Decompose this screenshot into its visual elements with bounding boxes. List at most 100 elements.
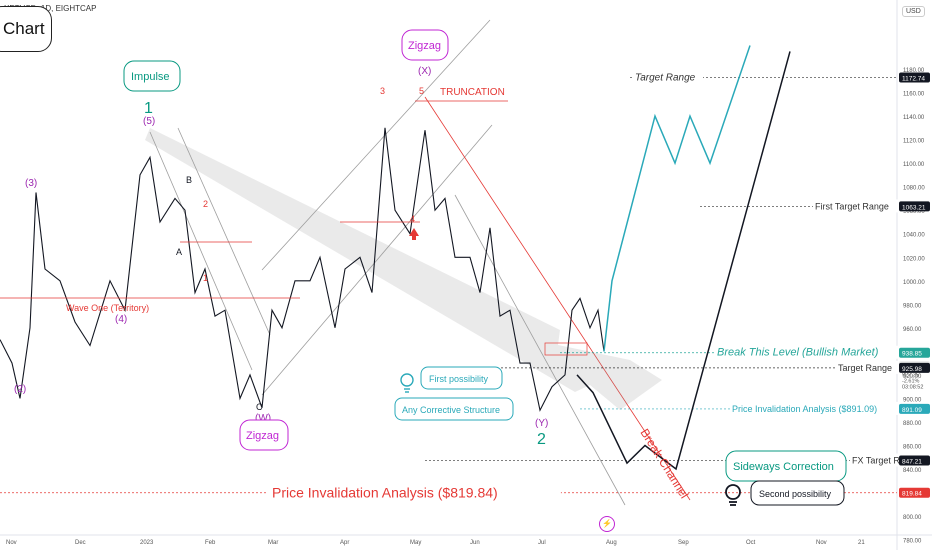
y-tick-label: 1160.00 bbox=[903, 92, 925, 98]
y-tick-label: 780.00 bbox=[903, 539, 922, 545]
level-label: Price Invalidation Analysis ($819.84) bbox=[272, 485, 498, 501]
up-channel-upper bbox=[261, 19, 491, 271]
price-tag bbox=[899, 72, 930, 83]
x-tick-label: Apr bbox=[340, 540, 349, 546]
price-tag bbox=[899, 403, 930, 414]
y-tick-label: 900.00 bbox=[903, 397, 922, 403]
wave-label: 1 bbox=[203, 273, 208, 283]
box-second-possibility-text: Second possibility bbox=[759, 489, 832, 499]
currency-label[interactable]: USD bbox=[902, 6, 925, 17]
box-zigzag-1-text: Zigzag bbox=[408, 40, 441, 52]
wave-label: (X) bbox=[418, 66, 431, 77]
level-label: FX Target Range bbox=[852, 456, 920, 466]
wave-label: B bbox=[186, 175, 192, 185]
x-tick-label: Jun bbox=[470, 540, 480, 546]
level-label-bg bbox=[633, 70, 703, 84]
box-impulse-text: Impulse bbox=[131, 71, 170, 83]
x-tick-label: 21 bbox=[858, 540, 865, 546]
wave-label: (4) bbox=[115, 314, 127, 325]
y-tick-label: 960.00 bbox=[903, 327, 922, 333]
red-up-arrow-icon bbox=[409, 228, 419, 240]
level-label-bg bbox=[268, 483, 561, 502]
annotation-boxes: Impulse Zigzag Zigzag First possibility … bbox=[123, 29, 847, 506]
up-channel-lower bbox=[261, 124, 493, 396]
y-tick-label: 840.00 bbox=[903, 468, 922, 474]
x-tick-label: Mar bbox=[268, 540, 278, 546]
y-tick-label: 1040.00 bbox=[903, 233, 925, 239]
y-tick-label: 920.00 bbox=[903, 374, 922, 380]
level-label-bg bbox=[715, 345, 919, 359]
box-impulse bbox=[123, 60, 181, 92]
y-tick-label: 1080.00 bbox=[903, 186, 925, 192]
wave-label: 4 bbox=[410, 214, 415, 224]
lightning-icon[interactable]: ⚡ bbox=[599, 516, 615, 532]
projection-path bbox=[576, 51, 791, 471]
price-tag-text: 925.98 bbox=[902, 366, 922, 373]
wave-label: C bbox=[256, 402, 263, 412]
wave-label: A bbox=[176, 247, 182, 257]
x-tick-label: Aug bbox=[606, 540, 617, 546]
last-price-info: 927.35 bbox=[902, 372, 919, 378]
box-sideways-text: Sideways Correction bbox=[733, 461, 834, 473]
y-tick-label: 860.00 bbox=[903, 444, 922, 450]
level-label-bg bbox=[813, 199, 907, 213]
y-tick-label: 1120.00 bbox=[903, 139, 925, 145]
y-tick-label: 1020.00 bbox=[903, 256, 925, 262]
price-tag-text: 891.09 bbox=[902, 407, 922, 414]
wave-label: 5 bbox=[419, 86, 424, 96]
x-tick-label: Nov bbox=[6, 540, 17, 546]
trend-channels bbox=[149, 19, 691, 506]
x-tick-label: Feb bbox=[205, 540, 216, 546]
box-zigzag-2 bbox=[239, 419, 289, 451]
break-channel-label: Break Channel bbox=[637, 426, 691, 501]
wave-label: (3) bbox=[25, 178, 37, 189]
price-tag bbox=[899, 201, 930, 212]
wave-label: (5) bbox=[143, 116, 155, 127]
price-tag-text: 847.21 bbox=[902, 459, 922, 466]
level-label: Price Invalidation Analysis ($891.09) bbox=[732, 404, 877, 414]
lightbulb-icon bbox=[725, 484, 741, 506]
price-tag bbox=[899, 487, 930, 498]
down-channel-upper bbox=[149, 131, 253, 371]
y-tick-label: 800.00 bbox=[903, 515, 922, 521]
box-corrective bbox=[394, 397, 514, 421]
y-tick-label: 980.00 bbox=[903, 303, 922, 309]
down-channel-lower bbox=[177, 127, 271, 336]
box-second-possibility bbox=[750, 480, 845, 506]
last-price-info: -2.61% bbox=[902, 378, 920, 384]
y-tick-label: 1060.00 bbox=[903, 209, 925, 215]
price-tag bbox=[899, 362, 930, 373]
x-tick-label: May bbox=[410, 540, 421, 546]
price-tag-text: 1172.74 bbox=[902, 76, 925, 83]
wave-labels: 1 2 (5) (3) (4) (2) (W) (X) (Y) 3 4 5 1 2 A B C bbox=[14, 66, 548, 448]
level-label: Target Range bbox=[635, 73, 696, 84]
level-label: Break This Level (Bullish Market) bbox=[717, 347, 879, 359]
wave-one-territory-label: Wave One (Territory) bbox=[66, 303, 149, 313]
last-price-info: 03:08:52 bbox=[902, 384, 923, 390]
last-price-box bbox=[544, 342, 588, 356]
level-label-bg bbox=[730, 401, 918, 415]
down-channel2-upper bbox=[424, 96, 691, 501]
price-tag-text: 938.85 bbox=[902, 351, 922, 358]
price-tag-text: 1063.21 bbox=[902, 204, 926, 211]
wave-label: 2 bbox=[537, 431, 546, 448]
wave-label: 2 bbox=[203, 199, 208, 209]
y-tick-label: 1140.00 bbox=[903, 115, 925, 121]
level-label-bg bbox=[836, 360, 900, 374]
y-tick-label: 1100.00 bbox=[903, 162, 925, 168]
box-first-possibility bbox=[420, 366, 503, 390]
x-tick-label: Sep bbox=[678, 540, 689, 546]
x-tick-label: Jul bbox=[538, 540, 546, 546]
price-scale-labels: 1172.74 1063.21 938.85 927.35925.98 891.09 84… bbox=[899, 72, 930, 498]
y-tick-label: 1180.00 bbox=[903, 68, 925, 74]
x-tick-label: 2023 bbox=[140, 540, 154, 546]
box-corrective-text: Any Corrective Structure bbox=[402, 405, 500, 415]
box-zigzag-1 bbox=[401, 29, 449, 61]
level-label: Target Range bbox=[838, 363, 892, 373]
wave-label: (Y) bbox=[535, 418, 548, 429]
projection-path bbox=[603, 45, 751, 352]
x-tick-label: Dec bbox=[75, 540, 86, 546]
lightbulb-icon bbox=[400, 373, 414, 393]
